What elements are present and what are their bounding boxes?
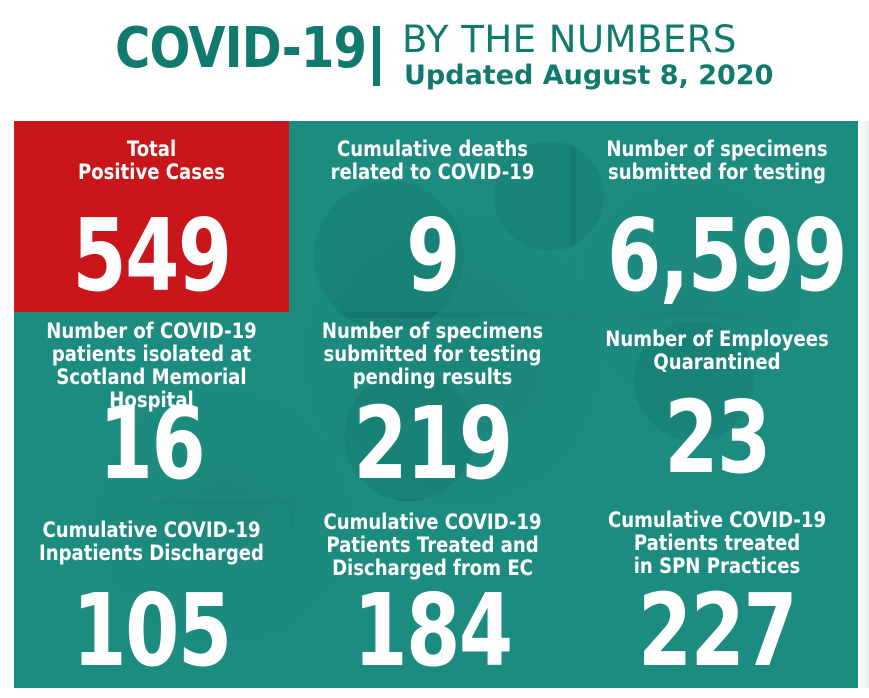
stat-tile-inpatients-discharged: Cumulative COVID-19 Inpatients Discharge… <box>14 505 289 688</box>
stat-label-line: Quarantined <box>653 350 781 374</box>
stats-grid: Total Positive Cases 549 Cumulative deat… <box>14 121 858 688</box>
stat-label-line: Cumulative COVID-19 <box>607 508 827 532</box>
stat-tile-treated-discharged-ec: Cumulative COVID-19 Patients Treated and… <box>295 505 570 688</box>
stat-label-line: Patients Treated and <box>326 533 539 557</box>
page-title: COVID-19 <box>115 16 367 81</box>
stat-label-line: submitted for testing <box>608 160 826 184</box>
stat-label-line: submitted for testing <box>323 342 542 366</box>
stat-label-line: Cumulative COVID-19 <box>323 510 542 534</box>
stat-label: Number of specimens submitted for testin… <box>314 320 551 389</box>
stat-label: Cumulative COVID-19 Inpatients Discharge… <box>33 519 270 565</box>
stat-tile-total-positive-cases: Total Positive Cases 549 <box>14 121 289 312</box>
stat-label: Cumulative COVID-19 Patients Treated and… <box>314 511 551 580</box>
stat-label-line: Positive Cases <box>78 160 225 184</box>
stat-value: 105 <box>72 572 232 688</box>
stat-value: 227 <box>637 572 798 688</box>
stat-label-line: Number of specimens <box>321 319 544 343</box>
stat-label-line: related to COVID-19 <box>330 160 535 184</box>
stat-value: 184 <box>353 572 513 688</box>
stat-value: 549 <box>72 197 232 312</box>
stat-tile-specimens-pending: Number of specimens submitted for testin… <box>295 318 570 499</box>
stat-label-line: Cumulative COVID-19 <box>42 518 261 542</box>
stat-label-line: in SPN Practices <box>633 554 801 578</box>
stat-label: Number of Employees Quarantined <box>596 328 839 374</box>
stat-label: Total Positive Cases <box>33 138 270 184</box>
stat-value: 219 <box>353 385 513 499</box>
title-divider <box>373 26 380 86</box>
stat-label: Cumulative deaths related to COVID-19 <box>314 138 551 184</box>
stat-label: Number of specimens submitted for testin… <box>596 138 839 184</box>
stat-label: Number of COVID-19 patients isolated at … <box>33 320 270 412</box>
header: COVID-19 BY THE NUMBERS Updated August 8… <box>0 0 869 112</box>
stat-label-line: Inpatients Discharged <box>39 541 264 565</box>
stat-tile-specimens-submitted: Number of specimens submitted for testin… <box>576 121 858 312</box>
stat-label-line: Number of COVID-19 <box>46 319 257 343</box>
stat-label-line: Scotland Memorial Hospital <box>56 365 247 412</box>
stat-tile-patients-isolated: Number of COVID-19 patients isolated at … <box>14 318 289 499</box>
page-subtitle: BY THE NUMBERS <box>402 18 737 61</box>
stat-label-line: Total <box>126 137 177 161</box>
stat-value: 6,599 <box>607 197 847 312</box>
stat-label-line: Cumulative deaths <box>337 137 528 161</box>
stat-value: 16 <box>98 385 206 499</box>
stat-value: 23 <box>664 379 771 496</box>
stat-label-line: Patients treated <box>633 531 801 555</box>
stat-label-line: Number of specimens <box>606 137 828 161</box>
stat-label-line: patients isolated at <box>51 342 252 366</box>
stat-tile-cumulative-deaths: Cumulative deaths related to COVID-19 9 <box>295 121 570 312</box>
stat-tile-employees-quarantined: Number of Employees Quarantined 23 <box>576 318 858 499</box>
stat-label: Cumulative COVID-19 Patients treated in … <box>596 509 839 578</box>
stat-label-line: Discharged from EC <box>332 556 533 580</box>
stat-label-line: Number of Employees <box>605 327 829 351</box>
right-edge-strip <box>858 121 869 688</box>
stat-tile-spn-practices: Cumulative COVID-19 Patients treated in … <box>576 505 858 688</box>
stat-label-line: pending results <box>352 365 513 389</box>
stat-value: 9 <box>406 197 460 312</box>
updated-date: Updated August 8, 2020 <box>404 60 774 91</box>
